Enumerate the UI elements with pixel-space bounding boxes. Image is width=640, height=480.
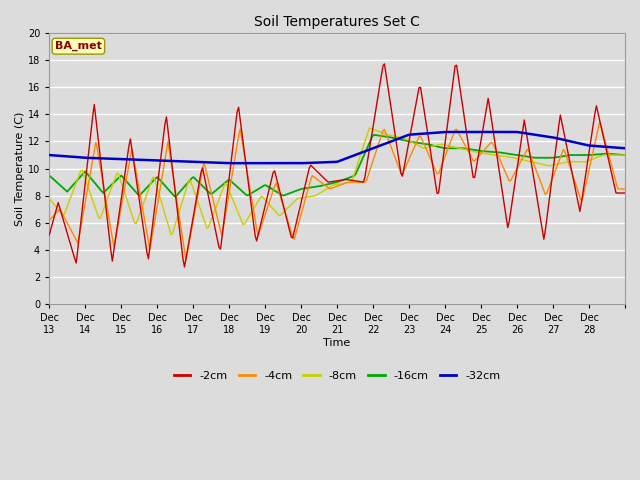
X-axis label: Time: Time — [323, 338, 351, 348]
Text: BA_met: BA_met — [55, 41, 102, 51]
Legend: -2cm, -4cm, -8cm, -16cm, -32cm: -2cm, -4cm, -8cm, -16cm, -32cm — [170, 367, 505, 385]
Y-axis label: Soil Temperature (C): Soil Temperature (C) — [15, 111, 25, 226]
Title: Soil Temperatures Set C: Soil Temperatures Set C — [254, 15, 420, 29]
